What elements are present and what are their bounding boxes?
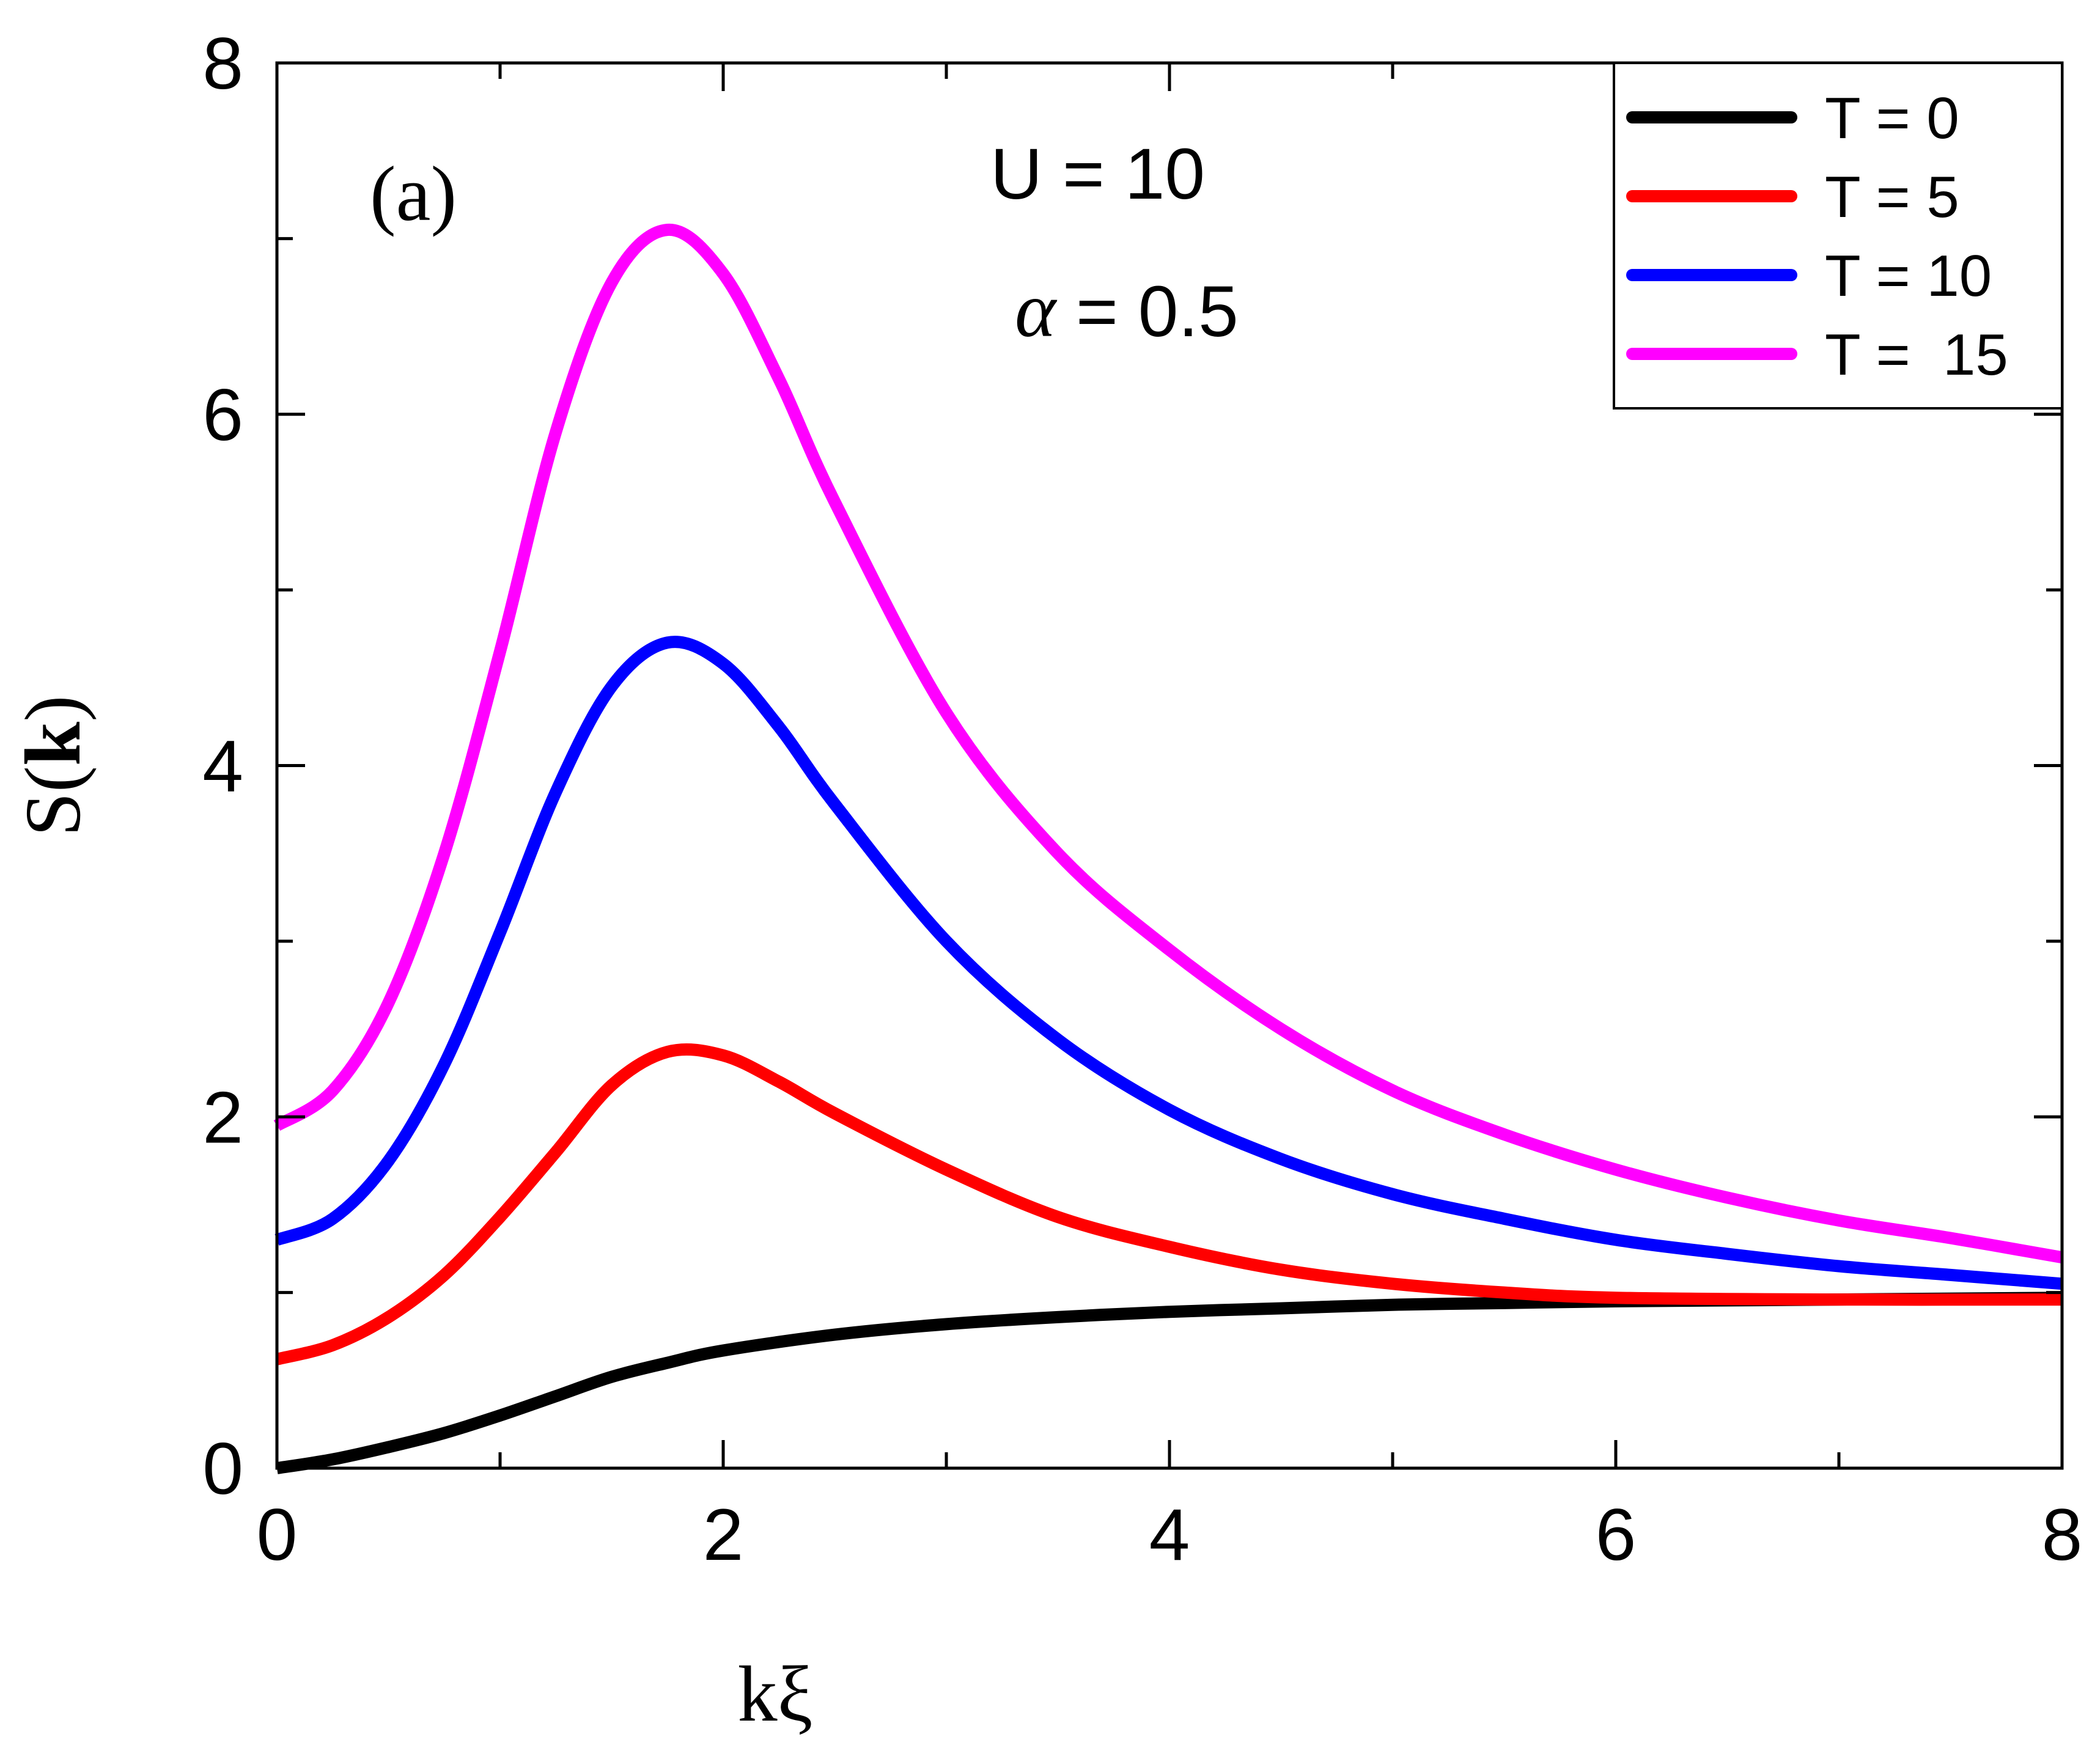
annotation-u: U = 10 <box>990 134 1205 215</box>
legend: T = 0 T = 5 T = 10 T = 15 <box>1613 62 2063 410</box>
x-axis-title: kξ <box>738 1650 813 1738</box>
y-axis-title: S(k) <box>9 695 97 836</box>
y-tick-label: 8 <box>202 23 243 105</box>
legend-label-1: T = 5 <box>1825 164 1959 230</box>
ticks-layer: 0 2 4 6 8 0 2 4 6 8 <box>202 23 2082 1576</box>
annotation-alpha-symbol: α <box>1015 266 1058 353</box>
x-tick-label: 2 <box>703 1494 744 1576</box>
y-axis-title-prefix: S( <box>9 766 97 837</box>
y-tick-label: 0 <box>202 1428 243 1510</box>
x-tick-label: 8 <box>2042 1494 2083 1576</box>
series-line-2 <box>274 636 2063 1290</box>
series-layer <box>273 223 2063 1474</box>
annotation-alpha-value: = 0.5 <box>1076 271 1239 352</box>
x-tick-label: 0 <box>257 1494 298 1576</box>
legend-label-0: T = 0 <box>1825 86 1959 151</box>
y-tick-label: 2 <box>202 1076 243 1158</box>
y-axis-title-bold: k <box>9 721 97 766</box>
y-axis-title-suffix: ) <box>9 695 97 721</box>
series-line-1 <box>275 1043 2063 1365</box>
x-tick-label: 6 <box>1596 1494 1637 1576</box>
y-tick-label: 4 <box>202 726 243 807</box>
y-tick-label: 6 <box>202 374 243 456</box>
series-line-3 <box>273 223 2063 1264</box>
panel-label: (a) <box>370 150 457 237</box>
x-tick-label: 4 <box>1149 1494 1190 1576</box>
legend-label-2: T = 10 <box>1825 243 1992 309</box>
legend-label-3: T = 15 <box>1825 322 2008 388</box>
